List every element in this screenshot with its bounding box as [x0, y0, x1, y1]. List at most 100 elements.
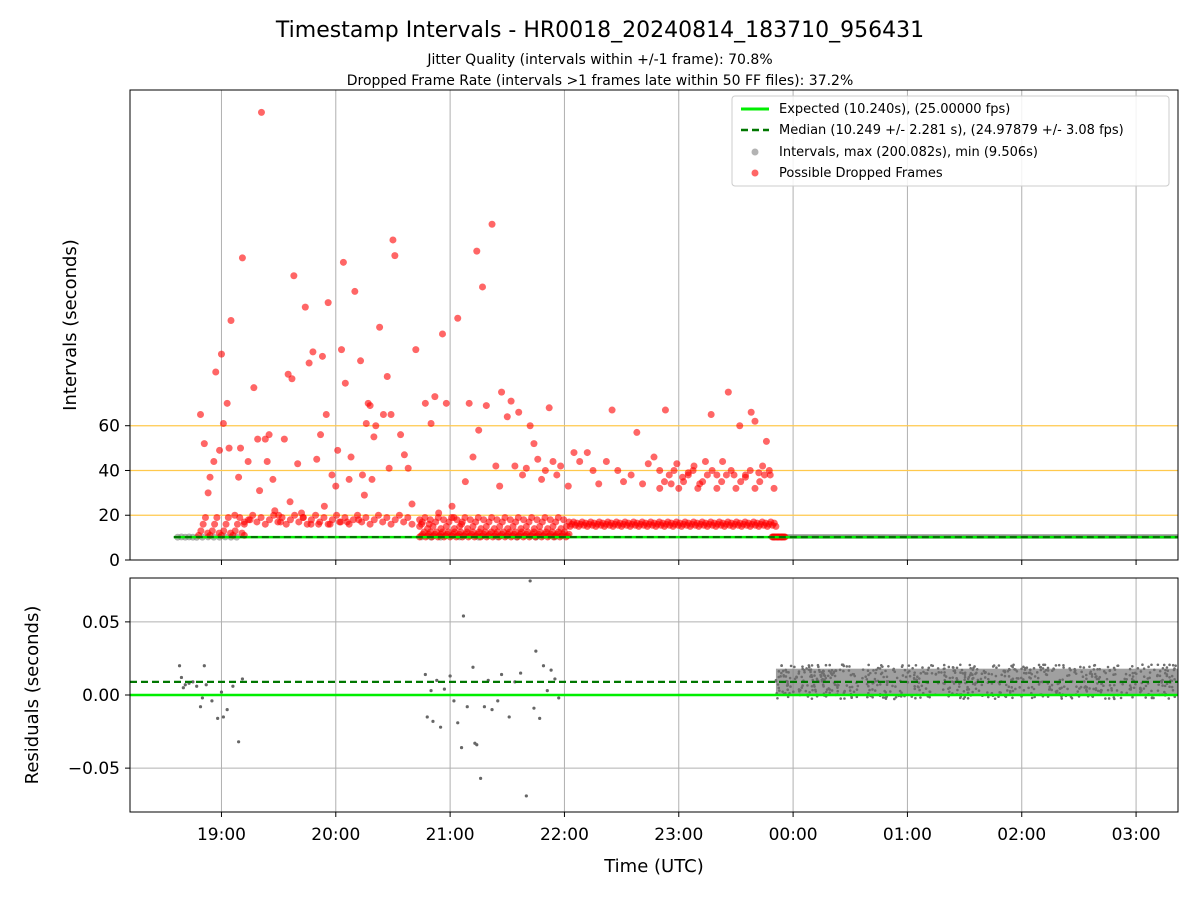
dropped-frame-point — [732, 484, 740, 492]
residual-point — [1043, 670, 1046, 674]
dropped-frame-point — [391, 516, 399, 524]
intervals-panel: 0 20 40 60 Intervals (seconds) Expected (10… — [60, 89, 1179, 571]
residual-point — [1158, 669, 1162, 673]
dropped-frame-point — [546, 516, 554, 524]
dropped-frame-point — [379, 518, 387, 526]
residual-point — [541, 664, 546, 668]
dropped-frame-point — [338, 346, 346, 354]
residual-point — [1052, 667, 1055, 670]
residual-point — [820, 670, 824, 674]
dropped-frame-point — [208, 527, 216, 535]
residual-point — [1090, 675, 1094, 678]
residual-point — [1108, 683, 1112, 687]
dropped-frame-point — [741, 471, 749, 479]
residual-point — [963, 675, 967, 679]
residual-point — [1165, 682, 1169, 686]
residual-point — [1054, 664, 1058, 667]
residual-point — [1119, 696, 1123, 700]
residual-point — [1022, 671, 1026, 675]
residual-point — [1131, 671, 1135, 675]
residual-point — [824, 663, 828, 667]
dropped-frame-point — [366, 520, 374, 528]
residual-point — [963, 671, 967, 675]
dropped-frame-point — [227, 317, 235, 325]
residual-point — [1007, 685, 1011, 689]
dropped-frame-point — [320, 513, 328, 521]
residual-point — [1150, 696, 1154, 700]
residual-point — [967, 688, 971, 691]
residual-point — [868, 671, 872, 675]
residual-point — [1081, 675, 1085, 679]
dropped-frame-point — [197, 527, 205, 535]
residual-point — [1038, 680, 1042, 684]
residual-point — [966, 696, 970, 700]
residual-point — [1076, 690, 1080, 693]
residual-point — [1015, 676, 1019, 680]
residual-point — [927, 666, 931, 670]
residual-point — [942, 667, 946, 671]
dropped-frame-point — [667, 480, 675, 488]
dropped-frame-point — [337, 518, 345, 526]
dropped-frame-point — [614, 466, 622, 474]
residual-point — [1136, 666, 1140, 670]
residual-point — [881, 696, 885, 699]
legend-dropped-swatch — [751, 169, 759, 177]
dropped-frame-point — [199, 520, 207, 528]
residual-point — [800, 686, 804, 689]
residual-point — [1167, 697, 1171, 700]
dropped-frame-point — [533, 516, 541, 524]
dropped-frame-point — [250, 384, 258, 392]
residual-point — [960, 668, 964, 672]
dropped-frame-point — [290, 272, 298, 280]
residual-point — [919, 696, 922, 699]
residual-point — [191, 680, 195, 684]
dropped-frame-point — [210, 458, 218, 466]
residual-point — [843, 689, 846, 693]
dropped-frame-point — [703, 471, 711, 479]
residual-point — [1148, 676, 1151, 680]
dropped-frame-point — [224, 513, 232, 521]
dropped-frame-point — [541, 466, 549, 474]
residual-point — [990, 672, 994, 676]
residual-point — [1022, 689, 1026, 692]
residual-point — [528, 579, 532, 583]
residual-point — [997, 664, 1001, 667]
dropped-frame-point — [517, 525, 525, 533]
residual-point — [1020, 667, 1023, 671]
dropped-frame-point — [560, 516, 568, 524]
dropped-frame-point — [223, 399, 231, 407]
residual-point — [1012, 663, 1015, 667]
dropped-frame-point — [656, 466, 664, 474]
residual-point — [809, 668, 813, 671]
dropped-frame-point — [526, 422, 534, 430]
dropped-frame-point — [213, 513, 221, 521]
residual-point — [183, 683, 187, 687]
residual-point — [532, 706, 536, 710]
residual-point — [882, 675, 885, 679]
residual-point — [898, 689, 902, 693]
dropped-frame-point — [328, 516, 336, 524]
residual-point — [951, 676, 954, 679]
residual-point — [879, 664, 883, 667]
dropped-frame-point — [722, 471, 730, 479]
residual-point — [915, 678, 919, 682]
dropped-frame-point — [265, 516, 273, 524]
residual-point — [1041, 667, 1045, 670]
dropped-frame-point — [608, 406, 616, 414]
residual-point — [1004, 683, 1008, 687]
dropped-frame-point — [354, 511, 362, 519]
residual-point — [866, 669, 870, 672]
residual-point — [1062, 685, 1066, 688]
residual-point — [456, 721, 460, 725]
dropped-frame-point — [421, 399, 429, 407]
dropped-frame-point — [309, 348, 317, 356]
residual-point — [1133, 671, 1137, 675]
residual-point — [1030, 685, 1034, 689]
residual-point — [1079, 665, 1082, 669]
residual-point — [1171, 663, 1175, 667]
dropped-frame-point — [301, 303, 309, 311]
dropped-frame-point — [554, 513, 562, 521]
residual-point — [490, 708, 494, 712]
dropped-frame-point — [501, 513, 509, 521]
